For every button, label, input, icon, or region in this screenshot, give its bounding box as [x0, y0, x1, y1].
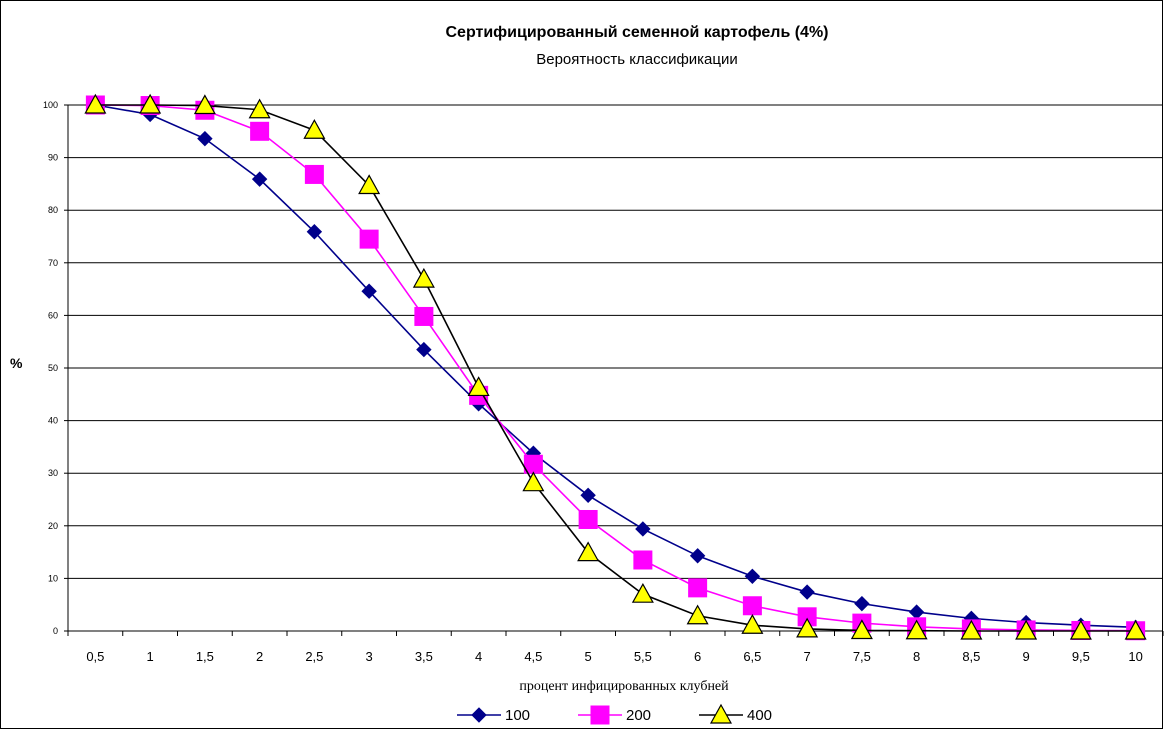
- data-point-400: [577, 541, 600, 562]
- data-point-400: [522, 471, 545, 492]
- data-point-400: [84, 93, 107, 114]
- data-point-400: [1015, 619, 1038, 640]
- legend-label: 400: [747, 707, 772, 724]
- data-point-400: [467, 376, 490, 397]
- x-tick-label: 0,5: [86, 649, 104, 664]
- series-line-100: [95, 104, 1136, 629]
- data-point-400: [412, 267, 435, 288]
- series-line-400: [95, 104, 1136, 632]
- data-point-100: [908, 604, 925, 620]
- chart-subtitle: Вероятность классификации: [536, 51, 738, 68]
- legend-item-200: 200: [578, 705, 651, 725]
- data-point-200: [359, 229, 379, 249]
- data-point-200: [414, 306, 434, 326]
- y-tick-label: 30: [48, 468, 58, 478]
- y-tick-label: 100: [43, 100, 58, 110]
- x-tick-label: 3: [366, 649, 373, 664]
- data-point-200: [688, 578, 708, 598]
- data-point-400: [248, 98, 271, 119]
- legend-item-400: 400: [699, 703, 772, 724]
- data-point-400: [139, 93, 162, 114]
- data-point-400: [193, 94, 216, 115]
- y-tick-label: 60: [48, 310, 58, 320]
- y-axis-label: %: [10, 355, 23, 371]
- x-tick-label: 8: [913, 649, 920, 664]
- x-tick-label: 6: [694, 649, 701, 664]
- x-tick-label: 9,5: [1072, 649, 1090, 664]
- x-tick-label: 5,5: [634, 649, 652, 664]
- gridlines: [68, 104, 1163, 579]
- data-point-400: [850, 619, 873, 640]
- y-tick-label: 80: [48, 205, 58, 215]
- y-tick-label: 70: [48, 258, 58, 268]
- x-tick-label: 4,5: [524, 649, 542, 664]
- chart-title: Сертифицированный семенной картофель (4%…: [445, 24, 828, 41]
- x-tick-label: 10: [1128, 649, 1142, 664]
- data-point-100: [689, 548, 706, 564]
- data-point-100: [416, 341, 432, 358]
- series-layer: [84, 93, 1147, 641]
- legend-item-100: 100: [457, 707, 530, 724]
- x-tick-label: 7: [804, 649, 811, 664]
- data-point-400: [631, 582, 654, 603]
- data-point-200: [578, 509, 598, 529]
- data-point-400: [905, 619, 928, 640]
- y-tick-label: 50: [48, 363, 58, 373]
- data-point-100: [580, 487, 596, 503]
- data-point-400: [796, 617, 819, 638]
- legend-marker: [590, 705, 610, 725]
- data-point-100: [744, 568, 761, 585]
- legend-label: 200: [626, 707, 651, 724]
- data-point-400: [303, 119, 326, 139]
- y-tick-label: 0: [53, 626, 58, 636]
- data-point-400: [960, 619, 983, 640]
- data-point-100: [197, 130, 213, 147]
- data-point-400: [358, 174, 381, 195]
- y-tick-label: 40: [48, 416, 58, 426]
- data-point-400: [686, 604, 709, 625]
- x-tick-label: 1: [147, 649, 154, 664]
- x-tick-label: 2,5: [305, 649, 323, 664]
- data-point-100: [635, 521, 651, 537]
- series-100: [87, 97, 1144, 636]
- legend-label: 100: [505, 707, 530, 724]
- x-tick-label: 9: [1023, 649, 1030, 664]
- legend-marker: [709, 703, 733, 724]
- x-tick-label: 5: [585, 649, 592, 664]
- data-point-200: [633, 550, 653, 570]
- x-tick-label: 6,5: [743, 649, 761, 664]
- data-point-100: [854, 595, 870, 612]
- data-point-100: [251, 171, 268, 187]
- data-point-100: [799, 584, 815, 600]
- data-point-200: [742, 596, 762, 616]
- y-tick-label: 90: [48, 153, 58, 163]
- x-tick-label: 1,5: [196, 649, 214, 664]
- x-tick-label: 7,5: [853, 649, 871, 664]
- x-tick-label: 3,5: [415, 649, 433, 664]
- data-point-200: [250, 121, 270, 141]
- y-tick-label: 20: [48, 521, 58, 531]
- data-point-100: [306, 224, 323, 240]
- legend: 100 200 400: [457, 703, 772, 725]
- x-tick-label: 2: [256, 649, 263, 664]
- data-point-100: [361, 283, 377, 299]
- series-400: [84, 93, 1147, 640]
- x-tick-label: 4: [475, 649, 482, 664]
- x-tick-label: 8,5: [962, 649, 980, 664]
- x-axis-label: процент инфицированных клубней: [519, 679, 729, 694]
- data-point-400: [741, 613, 764, 634]
- axes: 0 10 20 30 40 50 60 70 80 90 100 0,5 1 1,5 2 2,5 3 3,5 4 4,…: [43, 100, 1164, 664]
- legend-marker: [471, 707, 487, 723]
- y-tick-label: 10: [48, 573, 58, 583]
- data-point-400: [1124, 619, 1147, 640]
- data-point-200: [304, 164, 324, 184]
- data-point-400: [1069, 619, 1092, 640]
